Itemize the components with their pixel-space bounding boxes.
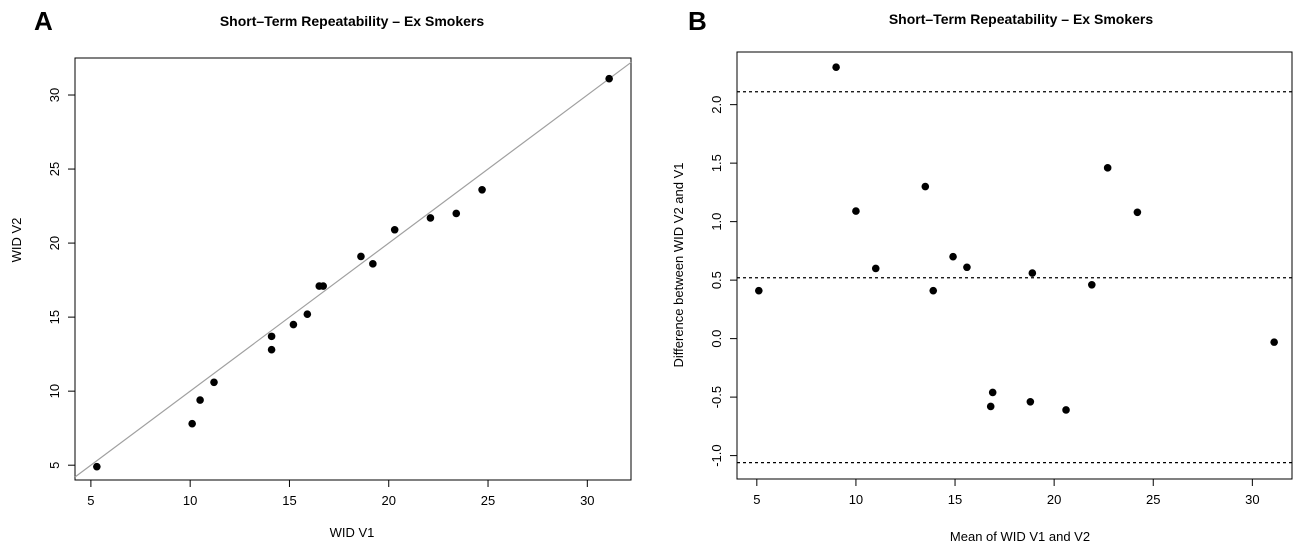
panel-a-data-point [605,74,613,83]
panel-a-title: Short–Term Repeatability – Ex Smokers [220,13,484,29]
panel-b-title: Short–Term Repeatability – Ex Smokers [889,11,1153,27]
panel-a-data-point [369,260,377,268]
panel-b-data-point [852,207,860,215]
panel-b-data-point [1028,269,1037,277]
panel-a-x-tick-label: 15 [282,493,296,508]
panel-a-x-tick-label: 5 [87,493,94,508]
panel-a-plot-frame [74,57,632,481]
panel-b-plot-frame [736,51,1293,480]
panel-b-y-tick-label: 2.0 [709,96,724,114]
panel-a-data-point [188,419,196,428]
panel-b-data-point [949,252,957,261]
panel-b-data-point [1026,397,1035,406]
panel-a-x-axis-label: WID V1 [330,525,375,540]
panel-a-x-tick-label: 25 [481,493,495,508]
panel-b-points [755,63,1278,414]
panel-b-y-axis: -1.0 -0.5 0.0 0.5 1.0 1.5 2.0 [709,96,737,467]
panel-b-reference-lines [737,91,1292,464]
panel-b-x-axis-label: Mean of WID V1 and V2 [950,529,1090,544]
panel-a-data-point [93,462,101,471]
panel-a: A Short–Term Repeatability – Ex Smokers … [9,6,632,540]
panel-b-y-axis-label: Difference between WID V2 and V1 [671,163,686,368]
panel-a-points [93,74,613,471]
panel-a-x-tick-label: 30 [580,493,594,508]
panel-b-y-tick-label: 0.5 [709,271,724,289]
panel-b-data-point [929,286,938,295]
panel-a-y-tick-label: 10 [47,384,62,398]
panel-a-identity-line-group [74,61,632,478]
panel-a-data-point [267,345,276,354]
panel-b-data-point [832,63,840,72]
panel-a-letter: A [34,6,53,36]
panel-b-letter: B [688,6,707,36]
panel-a-x-tick-label: 10 [183,493,197,508]
panel-b-data-point [755,286,763,295]
panel-b-y-tick-label: -1.0 [709,444,724,466]
panel-b-x-tick-label: 20 [1047,492,1061,507]
panel-a-data-point [319,282,328,290]
panel-b-data-point [1103,164,1112,172]
panel-b-data-point [1270,338,1278,346]
panel-b-data-point [921,182,930,191]
panel-b: B Short–Term Repeatability – Ex Smokers … [671,6,1293,544]
panel-a-y-axis-label: WID V2 [9,218,24,263]
panel-a-y-axis: 5 10 15 20 25 30 [47,88,75,469]
panel-b-x-tick-label: 25 [1146,492,1160,507]
panel-b-data-point [1088,281,1096,289]
panel-b-data-point [986,402,995,411]
panel-a-data-point [426,214,435,222]
panel-b-x-tick-label: 30 [1245,492,1259,507]
panel-a-y-tick-label: 25 [47,162,62,176]
panel-b-x-tick-label: 15 [948,492,962,507]
panel-b-data-point [988,388,997,397]
panel-b-y-tick-label: 1.5 [709,154,724,172]
panel-b-x-axis: 5 10 15 20 25 30 [753,479,1260,507]
panel-b-data-point [1133,208,1142,217]
panel-a-y-tick-label: 20 [47,236,62,250]
panel-a-data-point [196,396,204,404]
panel-a-data-point [267,332,276,341]
panel-a-y-tick-label: 5 [47,462,62,469]
panel-b-data-point [871,264,880,273]
panel-a-x-axis: 5 10 15 20 25 30 [87,480,595,508]
panel-a-data-point [289,320,298,329]
panel-a-data-point [390,225,399,234]
panel-b-data-point [1062,406,1070,414]
panel-a-data-point [452,209,461,218]
panel-b-y-tick-label: 0.0 [709,330,724,348]
panel-a-data-point [303,310,312,318]
panel-a-y-tick-label: 30 [47,88,62,102]
panel-a-data-point [357,252,365,261]
panel-a-identity-line [74,61,632,478]
panel-a-data-point [210,378,218,387]
panel-b-data-point [963,263,971,272]
panel-b-x-tick-label: 10 [849,492,863,507]
panel-a-y-tick-label: 15 [47,310,62,324]
panel-a-x-tick-label: 20 [382,493,396,508]
panel-b-y-tick-label: -0.5 [709,386,724,408]
panel-a-data-point [478,185,486,194]
panel-b-x-tick-label: 5 [753,492,760,507]
panel-b-y-tick-label: 1.0 [709,213,724,231]
